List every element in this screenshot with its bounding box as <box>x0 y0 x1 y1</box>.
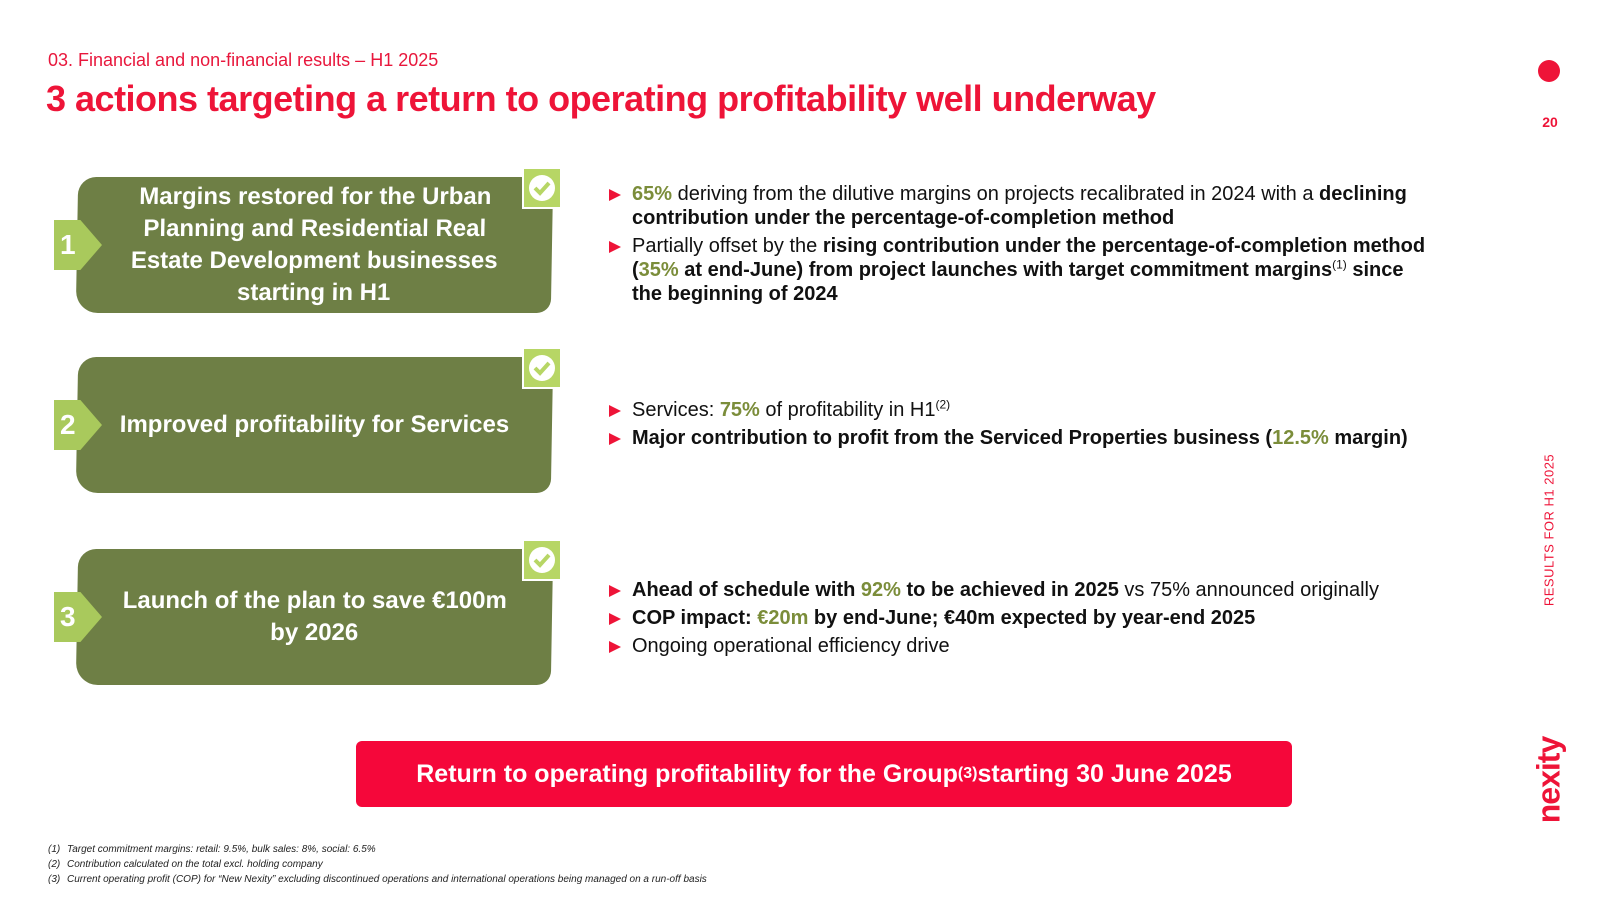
logo: nexity <box>1530 736 1567 824</box>
bullet-list: Services: 75% of profitability in H1(2) M… <box>609 398 1429 454</box>
action-box: Launch of the plan to save €100m by 2026 <box>75 549 554 685</box>
text-run: Major contribution to profit from the Se… <box>632 427 1273 449</box>
bullet: 65% deriving from the dilutive margins o… <box>609 182 1429 230</box>
page-number: 20 <box>1542 114 1558 130</box>
text-run: Ahead of schedule with <box>632 579 861 601</box>
check-badge <box>522 347 562 389</box>
text-run: starting 30 June 2025 <box>977 759 1232 788</box>
footnote: (3) Current operating profit (COP) for “N… <box>48 872 707 887</box>
action-box: Improved profitability for Services <box>75 357 554 493</box>
text-run: vs 75% announced originally <box>1118 579 1379 601</box>
text-run: 65% <box>632 183 673 205</box>
footnote-marker: (3) <box>48 874 61 885</box>
bullet-list: 65% deriving from the dilutive margins o… <box>609 182 1429 310</box>
bullet: Partially offset by the rising contribut… <box>609 234 1429 306</box>
text-run: €20m <box>757 607 809 629</box>
text-run: at end-June) from project launches with … <box>678 259 1333 281</box>
action-box: Margins restored for the Urban Planning … <box>75 177 554 313</box>
check-badge <box>522 539 562 581</box>
footnote-marker: (2) <box>48 859 61 870</box>
text-run: 35% <box>638 259 679 281</box>
bullet: Ahead of schedule with 92% to be achieve… <box>609 578 1429 602</box>
check-badge <box>522 167 562 209</box>
section-label: 03. Financial and non-financial results … <box>48 50 439 70</box>
footnote-text: Current operating profit (COP) for “New … <box>67 874 707 885</box>
text-run: 92% <box>860 579 901 601</box>
text-run: 12.5% <box>1272 427 1329 449</box>
footnote-text: Target commitment margins: retail: 9.5%,… <box>67 844 376 855</box>
bullet: Ongoing operational efficiency drive <box>609 634 1429 658</box>
text-run: (1) <box>1332 257 1347 272</box>
text-run: Return to operating profitability for th… <box>416 759 958 788</box>
text-run: Partially offset by the <box>632 235 823 257</box>
text-run: to be achieved in 2025 <box>900 579 1119 601</box>
text-run: declining contribution under the percent… <box>632 183 1407 229</box>
check-icon <box>529 355 555 381</box>
text-run: rising contribution under the percentage… <box>632 235 1426 281</box>
footnotes: (1) Target commitment margins: retail: 9.… <box>48 842 707 887</box>
text-run: (2) <box>935 397 951 412</box>
bullet: Services: 75% of profitability in H1(2) <box>609 398 1429 422</box>
bullet: Major contribution to profit from the Se… <box>609 426 1429 450</box>
text-run: Services: <box>632 399 720 421</box>
bullet: COP impact: €20m by end-June; €40m expec… <box>609 606 1429 630</box>
footnote-text: Contribution calculated on the total exc… <box>67 859 323 870</box>
check-icon <box>529 175 555 201</box>
slide-title: 3 actions targeting a return to operatin… <box>46 78 1156 119</box>
text-run: COP impact: <box>632 607 758 629</box>
text-run: margin) <box>1328 427 1408 449</box>
footnote: (1) Target commitment margins: retail: 9.… <box>48 842 707 857</box>
footnote-marker: (1) <box>48 844 61 855</box>
page-dot <box>1538 60 1560 82</box>
footnote: (2) Contribution calculated on the total … <box>48 857 707 872</box>
side-label: RESULTS FOR H1 2025 <box>1541 453 1557 607</box>
check-icon <box>529 547 555 573</box>
bullet-list: Ahead of schedule with 92% to be achieve… <box>609 578 1429 662</box>
text-run: by end-June; €40m expected by year-end 2… <box>808 607 1256 629</box>
text-run: of profitability in H1 <box>759 399 936 421</box>
text-run: 75% <box>719 399 760 421</box>
text-run: Ongoing operational efficiency drive <box>632 635 950 657</box>
text-run: since the beginning of 2024 <box>632 259 1404 305</box>
banner: Return to operating profitability for th… <box>356 741 1292 807</box>
text-run: deriving from the dilutive margins on pr… <box>672 183 1320 205</box>
